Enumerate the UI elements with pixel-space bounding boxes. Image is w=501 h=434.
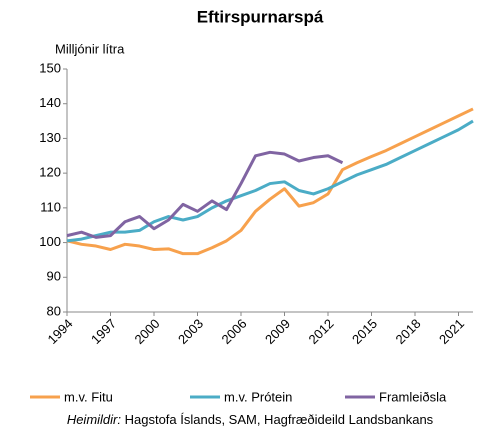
legend-label: m.v. Fitu	[64, 389, 113, 404]
series-line	[66, 119, 474, 243]
y-tick-label: 80	[47, 303, 61, 318]
y-tick-label: 140	[39, 95, 61, 110]
y-tick-label: 100	[39, 234, 61, 249]
legend-label: m.v. Prótein	[224, 389, 292, 404]
y-tick-label: 150	[39, 60, 61, 75]
x-tick-label: 2021	[436, 316, 467, 347]
x-tick-label: 2000	[131, 316, 162, 347]
source-text: Hagstofa Íslands, SAM, Hagfræðideild Lan…	[125, 412, 434, 427]
chart-title: Eftirspurnarspá	[197, 7, 324, 26]
y-axis-label: Milljónir lítra	[55, 41, 125, 56]
y-tick-label: 130	[39, 130, 61, 145]
source-label: Heimildir:	[67, 412, 122, 427]
y-tick-label: 110	[40, 199, 61, 214]
x-tick-label: 2018	[392, 316, 423, 347]
x-tick-label: 2015	[349, 316, 380, 347]
series-line	[66, 107, 474, 256]
x-tick-label: 2006	[218, 316, 249, 347]
x-tick-label: 2012	[305, 316, 336, 347]
source: Heimildir: Hagstofa Íslands, SAM, Hagfræ…	[67, 412, 434, 427]
legend-label: Framleiðsla	[379, 389, 447, 404]
x-tick-label: 1994	[44, 316, 75, 347]
x-tick-label: 2003	[175, 316, 206, 347]
x-tick-label: 1997	[88, 316, 119, 347]
y-tick-label: 90	[47, 269, 61, 284]
y-tick-label: 120	[39, 165, 61, 180]
series-line	[66, 150, 344, 239]
x-tick-label: 2009	[262, 316, 293, 347]
